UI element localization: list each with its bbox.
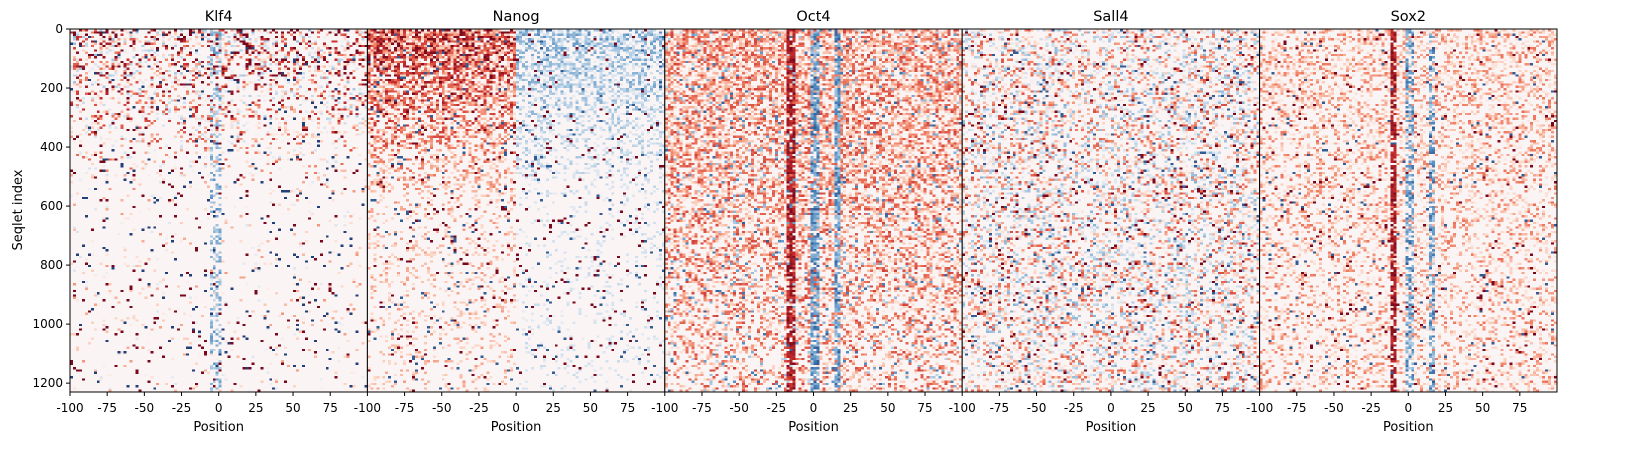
x-tick-label: -25 xyxy=(172,401,192,415)
panel-title: Klf4 xyxy=(205,9,233,25)
x-tick-label: -100 xyxy=(651,401,678,415)
x-tick-label: -25 xyxy=(1361,401,1381,415)
panel-klf4: Klf4 Position -100 -75 -50 -25 0 25 50 75 xyxy=(56,9,368,435)
x-tick-label: 75 xyxy=(1215,401,1230,415)
x-tick-label: -75 xyxy=(395,401,415,415)
x-tick-label: -75 xyxy=(692,401,712,415)
y-tick-label: 200 xyxy=(40,81,63,95)
heatmap-image xyxy=(70,29,368,392)
heatmap-panels: Klf4 Position -100 -75 -50 -25 0 25 50 75 Nanog Pos… xyxy=(56,9,1558,435)
x-tick-label: -50 xyxy=(729,401,749,415)
x-tick-label: 75 xyxy=(323,401,338,415)
x-tick-label: -25 xyxy=(1064,401,1084,415)
x-tick-label: -50 xyxy=(1027,401,1047,415)
x-tick-label: 0 xyxy=(810,401,818,415)
panel-sall4: Sall4 Position -100 -75 -50 -25 0 25 50 75 xyxy=(949,9,1261,435)
x-tick-label: 50 xyxy=(583,401,598,415)
x-tick-label: -75 xyxy=(990,401,1010,415)
x-axis-label: Position xyxy=(1086,420,1137,435)
y-axis: 0 200 400 600 800 1000 1200 xyxy=(32,22,70,390)
x-tick-label: 50 xyxy=(1475,401,1490,415)
y-tick-label: 0 xyxy=(55,22,63,36)
heatmap-image xyxy=(664,29,963,392)
x-tick-label: 0 xyxy=(1404,401,1412,415)
x-tick-label: -100 xyxy=(56,401,83,415)
x-tick-label: 75 xyxy=(1512,401,1527,415)
x-tick-label: 0 xyxy=(1107,401,1115,415)
x-tick-label: 25 xyxy=(248,401,263,415)
x-tick-label: -50 xyxy=(1324,401,1344,415)
panel-title: Sall4 xyxy=(1093,9,1128,25)
x-tick-label: -50 xyxy=(432,401,452,415)
y-tick-label: 1200 xyxy=(32,376,63,390)
x-tick-label: -75 xyxy=(1287,401,1307,415)
y-tick-label: 400 xyxy=(40,140,63,154)
x-tick-label: -25 xyxy=(767,401,787,415)
panel-title: Nanog xyxy=(493,9,540,25)
x-axis-label: Position xyxy=(1383,420,1434,435)
x-tick-label: -100 xyxy=(949,401,976,415)
heatmap-image xyxy=(367,29,665,392)
panel-oct4: Oct4 Position -100 -75 -50 -25 0 25 50 75 xyxy=(651,9,963,435)
x-tick-label: -100 xyxy=(354,401,381,415)
y-axis-label: Seqlet index xyxy=(11,169,26,250)
x-tick-label: -75 xyxy=(97,401,117,415)
y-tick-label: 1000 xyxy=(32,317,63,331)
x-tick-label: 50 xyxy=(285,401,300,415)
x-tick-label: 25 xyxy=(1140,401,1155,415)
panel-title: Sox2 xyxy=(1391,9,1426,25)
x-tick-label: 25 xyxy=(843,401,858,415)
x-tick-label: 75 xyxy=(620,401,635,415)
x-tick-label: -100 xyxy=(1246,401,1273,415)
x-tick-label: -25 xyxy=(469,401,489,415)
x-tick-label: 75 xyxy=(917,401,932,415)
y-tick-label: 600 xyxy=(40,199,63,213)
x-tick-label: 50 xyxy=(880,401,895,415)
x-axis-label: Position xyxy=(491,420,542,435)
x-axis-label: Position xyxy=(193,420,244,435)
x-tick-label: 25 xyxy=(1438,401,1453,415)
x-tick-label: 0 xyxy=(215,401,223,415)
panel-title: Oct4 xyxy=(796,9,830,25)
x-tick-label: 25 xyxy=(546,401,561,415)
x-tick-label: -50 xyxy=(135,401,155,415)
x-axis-label: Position xyxy=(788,420,839,435)
heatmap-image xyxy=(962,29,1260,392)
panel-nanog: Nanog Position -100 -75 -50 -25 0 25 50 75 xyxy=(354,9,666,435)
y-tick-label: 800 xyxy=(40,258,63,272)
x-tick-label: 50 xyxy=(1178,401,1193,415)
heatmap-image xyxy=(1259,29,1557,392)
panel-sox2: Sox2 Position -100 -75 -50 -25 0 25 50 75 xyxy=(1246,9,1558,435)
x-tick-label: 0 xyxy=(512,401,520,415)
